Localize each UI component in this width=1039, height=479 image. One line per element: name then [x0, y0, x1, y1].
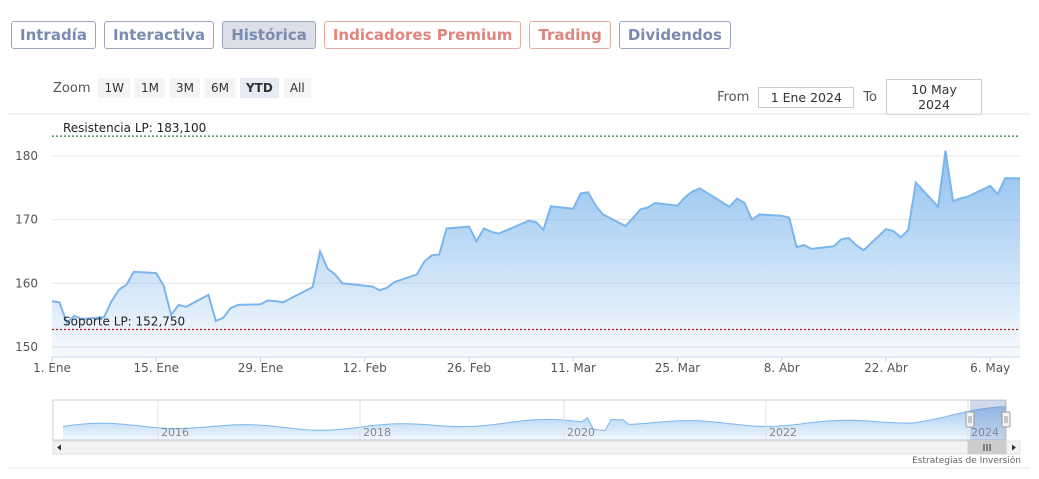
navigator-line	[62, 406, 1007, 431]
x-tick-label: 12. Feb	[343, 361, 387, 375]
price-area	[52, 150, 1020, 357]
zoom-label: Zoom	[53, 80, 91, 96]
to-label: To	[863, 89, 877, 105]
navigator-handle-left[interactable]	[965, 411, 975, 428]
support-label: Soporte LP: 152,750	[63, 314, 185, 328]
tab-intradía[interactable]: Intradía	[11, 21, 96, 49]
price-line	[51, 150, 1020, 325]
zoom-ytd-button[interactable]: YTD	[239, 78, 279, 98]
credit-text: Estrategias de Inversión	[912, 456, 1021, 466]
x-tick-label: 8. Abr	[764, 361, 800, 375]
navigator-year-label: 2024	[971, 426, 999, 439]
tab-interactiva[interactable]: Interactiva	[103, 21, 215, 49]
navigator-year-label: 2022	[769, 426, 797, 439]
navigator-year-label: 2020	[567, 426, 595, 439]
zoom-1m-button[interactable]: 1M	[134, 78, 165, 98]
tab-histórica[interactable]: Histórica	[222, 21, 316, 49]
x-tick-label: 15. Ene	[134, 361, 179, 375]
navigator-handle-right[interactable]	[1001, 411, 1011, 428]
x-tick-label: 6. May	[970, 361, 1010, 375]
from-label: From	[717, 89, 750, 105]
navigator-selection	[970, 400, 1006, 440]
y-tick-label: 150	[15, 340, 38, 354]
tab-dividendos[interactable]: Dividendos	[618, 21, 731, 49]
x-tick-label: 25. Mar	[655, 361, 701, 375]
zoom-1w-button[interactable]: 1W	[98, 78, 130, 98]
scrollbar-track[interactable]	[52, 440, 1021, 455]
navigator-area	[63, 406, 1006, 440]
zoom-all-button[interactable]: All	[283, 78, 311, 98]
x-tick-label: 22. Abr	[864, 361, 908, 375]
x-tick-label: 11. Mar	[550, 361, 596, 375]
y-tick-label: 170	[15, 213, 38, 227]
tab-bar: Intradía Interactiva Histórica Indicadores …	[11, 21, 731, 49]
x-tick-label: 1. Ene	[33, 361, 71, 375]
from-date-input[interactable]: 1 Ene 2024	[758, 86, 855, 108]
tab-trading[interactable]: Trading	[529, 21, 611, 49]
navigator-year-label: 2018	[363, 426, 391, 439]
scroll-left-arrow-icon[interactable]	[57, 444, 61, 451]
x-tick-label: 29. Ene	[238, 361, 283, 375]
zoom-3m-button[interactable]: 3M	[169, 78, 200, 98]
zoom-bar: Zoom 1W 1M 3M 6M YTD All	[53, 78, 311, 98]
navigator-year-label: 2016	[161, 426, 189, 439]
x-tick-label: 26. Feb	[447, 361, 491, 375]
resistance-label: Resistencia LP: 183,100	[63, 121, 206, 135]
zoom-6m-button[interactable]: 6M	[204, 78, 235, 98]
tab-indicadores-premium[interactable]: Indicadores Premium	[323, 21, 522, 49]
y-tick-label: 160	[15, 276, 38, 290]
y-tick-label: 180	[15, 149, 38, 163]
navigator[interactable]: 2016 2018 2020 2022 2024	[8, 399, 1030, 469]
scroll-right-arrow-icon[interactable]	[1012, 444, 1016, 451]
